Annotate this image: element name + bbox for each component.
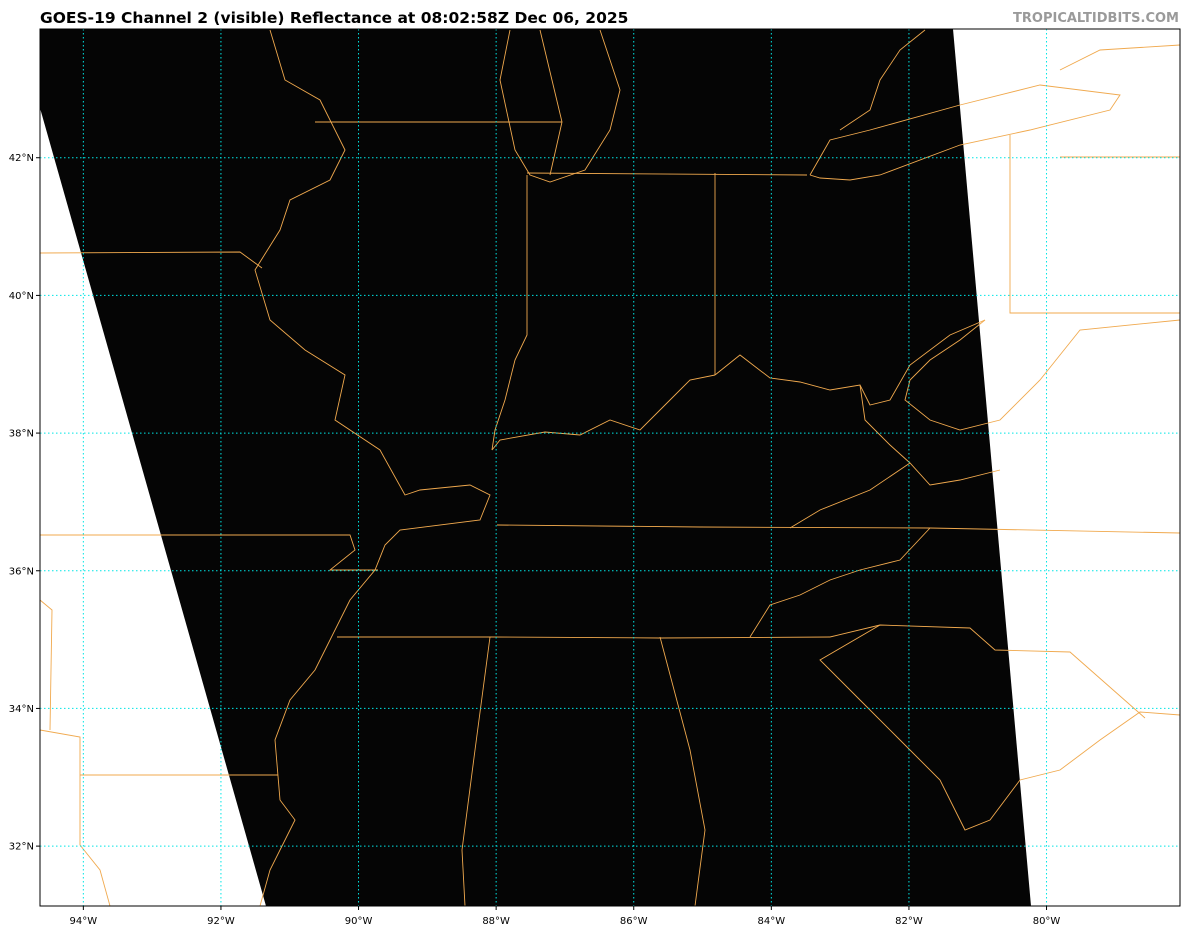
- ohio-pennsylvania-border: [1009, 135, 1180, 314]
- mississippi-river: [254, 29, 491, 906]
- lon-label: 80°W: [1033, 916, 1061, 927]
- texas-louisiana-border: [40, 729, 111, 906]
- tennessee-nc-border: [749, 527, 931, 638]
- site-credit: TROPICALTIDBITS.COM: [1013, 11, 1179, 26]
- lon-label: 90°W: [345, 916, 373, 927]
- lat-label: 42°N: [9, 153, 34, 164]
- lat-label: 40°N: [9, 291, 34, 302]
- lat-label: 38°N: [9, 429, 34, 440]
- ohio-river-west: [491, 374, 716, 451]
- georgia-carolina-border: [829, 624, 1146, 719]
- iowa-missouri-border: [40, 251, 263, 269]
- lat-label: 34°N: [9, 704, 34, 715]
- lon-label: 92°W: [207, 916, 235, 927]
- illinois-indiana-border: [491, 175, 528, 451]
- map-title: GOES-19 Channel 2 (visible) Reflectance …: [40, 9, 629, 27]
- west-virginia-border: [904, 319, 1180, 431]
- georgia-coast: [819, 624, 1180, 831]
- oklahoma-border: [40, 350, 53, 731]
- lon-label: 86°W: [620, 916, 648, 927]
- kentucky-tennessee-border: [496, 524, 1180, 534]
- lon-label: 94°W: [70, 916, 98, 927]
- lat-label: 36°N: [9, 566, 34, 577]
- lake-ontario-shore: [1059, 44, 1180, 71]
- lat-label: 32°N: [9, 842, 34, 853]
- mississippi-alabama-border: [461, 636, 491, 906]
- lake-erie-shore: [809, 84, 1121, 181]
- alabama-georgia-border: [659, 636, 706, 906]
- kentucky-virginia-border: [789, 462, 911, 529]
- lon-label: 88°W: [482, 916, 510, 927]
- state-borders: [40, 29, 1180, 906]
- lon-label: 82°W: [895, 916, 923, 927]
- lake-michigan-shore: [499, 29, 621, 183]
- lake-michigan-west-shore: [539, 29, 563, 176]
- map-frame: [39, 28, 1181, 907]
- tennessee-south-border: [337, 636, 831, 639]
- missouri-arkansas-border: [40, 534, 378, 571]
- michigan-border: [526, 172, 808, 176]
- imagery-swath: [40, 29, 1031, 906]
- axis-labels: 94°W 92°W 90°W 88°W 86°W 84°W 82°W 80°W 42°N 40°N…: [9, 153, 1061, 927]
- lon-label: 84°W: [758, 916, 786, 927]
- lake-huron-shore: [839, 29, 926, 131]
